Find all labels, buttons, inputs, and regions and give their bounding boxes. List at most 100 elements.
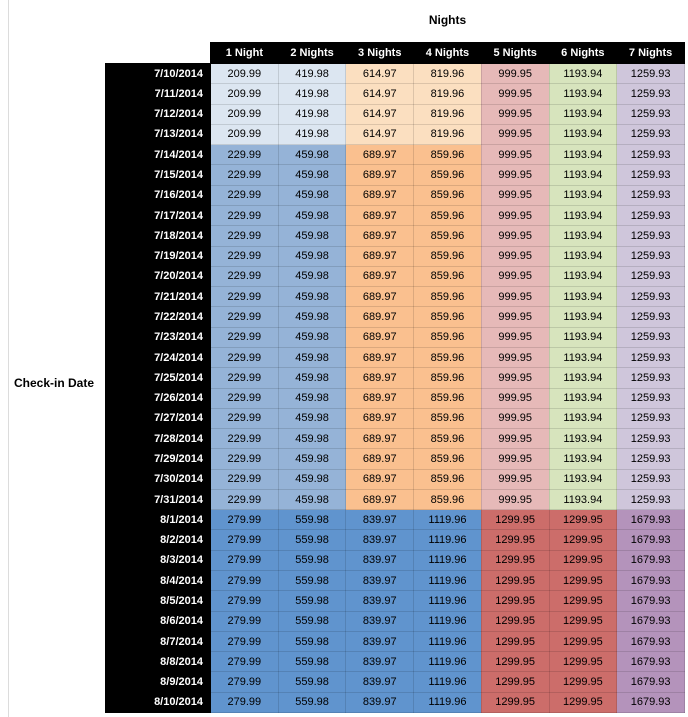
row-header-date[interactable]: 7/28/2014 — [105, 428, 211, 450]
row-header-date[interactable]: 7/13/2014 — [105, 123, 211, 146]
price-cell[interactable]: 229.99 — [210, 448, 279, 470]
price-cell[interactable]: 999.95 — [480, 103, 550, 125]
price-cell[interactable]: 1299.95 — [480, 529, 550, 551]
price-cell[interactable]: 1259.93 — [616, 428, 685, 450]
price-cell[interactable]: 839.97 — [345, 570, 415, 592]
price-cell[interactable]: 279.99 — [210, 651, 279, 673]
price-cell[interactable]: 459.98 — [277, 306, 347, 328]
price-cell[interactable]: 1679.93 — [616, 630, 685, 653]
price-cell[interactable]: 999.95 — [480, 184, 550, 206]
price-cell[interactable]: 229.99 — [210, 245, 279, 267]
price-cell[interactable]: 1259.93 — [616, 407, 685, 430]
price-cell[interactable]: 839.97 — [345, 671, 415, 693]
price-cell[interactable]: 279.99 — [210, 529, 279, 551]
price-cell[interactable]: 1193.94 — [548, 428, 618, 450]
price-cell[interactable]: 1119.96 — [413, 590, 482, 612]
price-cell[interactable]: 1259.93 — [616, 286, 685, 308]
price-cell[interactable]: 559.98 — [277, 630, 347, 653]
price-cell[interactable]: 1299.95 — [480, 549, 550, 572]
price-cell[interactable]: 999.95 — [480, 83, 550, 105]
price-cell[interactable]: 1193.94 — [548, 265, 618, 288]
price-cell[interactable]: 1193.94 — [548, 488, 618, 511]
price-cell[interactable]: 1193.94 — [548, 346, 618, 369]
price-cell[interactable]: 689.97 — [345, 346, 415, 369]
price-cell[interactable]: 1299.95 — [480, 630, 550, 653]
price-cell[interactable]: 459.98 — [277, 468, 347, 490]
row-header-date[interactable]: 8/9/2014 — [105, 671, 211, 693]
price-cell[interactable]: 1259.93 — [616, 225, 685, 247]
price-cell[interactable]: 999.95 — [480, 286, 550, 308]
price-cell[interactable]: 819.96 — [413, 103, 482, 125]
price-cell[interactable]: 999.95 — [480, 407, 550, 430]
price-cell[interactable]: 1119.96 — [413, 691, 482, 714]
price-cell[interactable]: 1299.95 — [480, 570, 550, 592]
price-cell[interactable]: 1679.93 — [616, 509, 685, 531]
row-header-date[interactable]: 7/17/2014 — [105, 204, 211, 227]
price-cell[interactable]: 1299.95 — [480, 610, 550, 632]
price-cell[interactable]: 839.97 — [345, 630, 415, 653]
price-cell[interactable]: 614.97 — [345, 103, 415, 125]
price-cell[interactable]: 1299.95 — [480, 509, 550, 531]
price-cell[interactable]: 859.96 — [413, 448, 482, 470]
price-cell[interactable]: 459.98 — [277, 367, 347, 389]
price-cell[interactable]: 209.99 — [210, 62, 279, 85]
price-cell[interactable]: 279.99 — [210, 549, 279, 572]
price-cell[interactable]: 859.96 — [413, 265, 482, 288]
price-cell[interactable]: 559.98 — [277, 610, 347, 632]
price-cell[interactable]: 999.95 — [480, 62, 550, 85]
price-cell[interactable]: 459.98 — [277, 428, 347, 450]
price-cell[interactable]: 1299.95 — [548, 651, 618, 673]
price-cell[interactable]: 819.96 — [413, 83, 482, 105]
price-cell[interactable]: 229.99 — [210, 286, 279, 308]
price-cell[interactable]: 459.98 — [277, 164, 347, 186]
price-cell[interactable]: 859.96 — [413, 184, 482, 206]
row-header-date[interactable]: 7/23/2014 — [105, 326, 211, 348]
price-cell[interactable]: 1193.94 — [548, 144, 618, 166]
column-header[interactable]: 3 Nights — [345, 42, 415, 64]
price-cell[interactable]: 1299.95 — [548, 590, 618, 612]
row-header-date[interactable]: 7/29/2014 — [105, 448, 211, 470]
price-cell[interactable]: 1299.95 — [548, 549, 618, 572]
price-cell[interactable]: 1299.95 — [548, 691, 618, 714]
price-cell[interactable]: 1679.93 — [616, 570, 685, 592]
price-cell[interactable]: 1299.95 — [480, 691, 550, 714]
price-cell[interactable]: 229.99 — [210, 225, 279, 247]
price-cell[interactable]: 839.97 — [345, 509, 415, 531]
price-cell[interactable]: 1119.96 — [413, 671, 482, 693]
price-cell[interactable]: 1299.95 — [480, 671, 550, 693]
price-cell[interactable]: 1259.93 — [616, 103, 685, 125]
price-cell[interactable]: 229.99 — [210, 488, 279, 511]
price-cell[interactable]: 229.99 — [210, 184, 279, 206]
price-cell[interactable]: 999.95 — [480, 387, 550, 409]
price-cell[interactable]: 1119.96 — [413, 549, 482, 572]
price-cell[interactable]: 1299.95 — [480, 651, 550, 673]
price-cell[interactable]: 559.98 — [277, 671, 347, 693]
price-cell[interactable]: 999.95 — [480, 204, 550, 227]
price-cell[interactable]: 559.98 — [277, 529, 347, 551]
price-cell[interactable]: 1193.94 — [548, 184, 618, 206]
row-header-date[interactable]: 7/10/2014 — [105, 62, 211, 85]
price-cell[interactable]: 419.98 — [277, 123, 347, 146]
price-cell[interactable]: 279.99 — [210, 509, 279, 531]
row-header-date[interactable]: 7/16/2014 — [105, 184, 211, 206]
price-cell[interactable]: 459.98 — [277, 265, 347, 288]
price-cell[interactable]: 999.95 — [480, 225, 550, 247]
price-cell[interactable]: 559.98 — [277, 509, 347, 531]
price-cell[interactable]: 859.96 — [413, 428, 482, 450]
row-header-date[interactable]: 7/18/2014 — [105, 225, 211, 247]
price-cell[interactable]: 1299.95 — [548, 671, 618, 693]
price-cell[interactable]: 209.99 — [210, 123, 279, 146]
price-cell[interactable]: 689.97 — [345, 245, 415, 267]
price-cell[interactable]: 999.95 — [480, 367, 550, 389]
price-cell[interactable]: 229.99 — [210, 144, 279, 166]
price-cell[interactable]: 229.99 — [210, 346, 279, 369]
price-cell[interactable]: 689.97 — [345, 407, 415, 430]
price-cell[interactable]: 1259.93 — [616, 62, 685, 85]
price-cell[interactable]: 1193.94 — [548, 225, 618, 247]
price-cell[interactable]: 614.97 — [345, 123, 415, 146]
price-cell[interactable]: 999.95 — [480, 346, 550, 369]
price-cell[interactable]: 1119.96 — [413, 651, 482, 673]
price-cell[interactable]: 999.95 — [480, 164, 550, 186]
price-cell[interactable]: 1299.95 — [548, 610, 618, 632]
price-cell[interactable]: 689.97 — [345, 387, 415, 409]
